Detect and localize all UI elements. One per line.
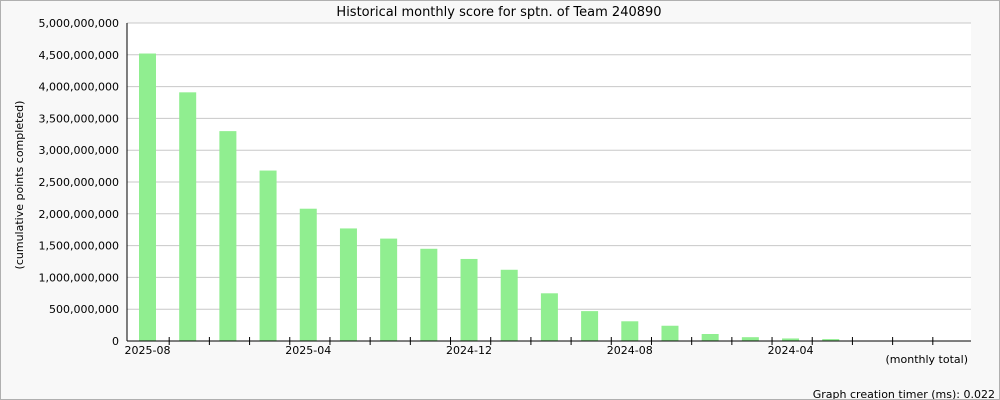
- x-tick-label: 2025-08: [125, 344, 171, 357]
- bar: [460, 258, 478, 341]
- x-tick-labels: 2025-08 2025-04 2024-12 2024-08 2024-04: [125, 344, 814, 357]
- bar: [339, 228, 357, 341]
- bar: [259, 170, 277, 341]
- y-tick-label: 2,000,000,000: [39, 208, 119, 221]
- x-tick-label: 2024-04: [768, 344, 814, 357]
- x-tick-label: 2024-08: [607, 344, 653, 357]
- bars: [139, 53, 840, 341]
- x-axis-label: (monthly total): [886, 353, 969, 366]
- y-tick-label: 3,500,000,000: [39, 112, 119, 125]
- bar: [701, 334, 719, 341]
- bar: [661, 325, 679, 341]
- bar: [219, 131, 237, 341]
- bar: [420, 248, 438, 341]
- bar: [540, 293, 558, 341]
- bar: [782, 338, 800, 341]
- y-tick-label: 5,000,000,000: [39, 17, 119, 30]
- y-axis-label: (cumulative points completed): [13, 101, 26, 270]
- bar: [741, 337, 759, 341]
- y-tick-label: 1,000,000,000: [39, 271, 119, 284]
- bar: [179, 92, 197, 341]
- x-tick-label: 2025-04: [285, 344, 331, 357]
- bar: [822, 339, 840, 341]
- bar: [299, 208, 317, 341]
- bar: [139, 53, 156, 341]
- y-tick-labels: 0 500,000,000 1,000,000,000 1,500,000,000 2,…: [39, 17, 119, 348]
- y-tick-label: 3,000,000,000: [39, 144, 119, 157]
- y-tick-label: 500,000,000: [49, 303, 119, 316]
- y-tick-label: 0: [112, 335, 119, 348]
- y-tick-label: 4,000,000,000: [39, 81, 119, 94]
- graph-timer-text: Graph creation timer (ms): 0.022: [813, 388, 995, 399]
- axes: [126, 23, 971, 345]
- chart-title: Historical monthly score for sptn. of Te…: [336, 5, 661, 20]
- y-tick-label: 4,500,000,000: [39, 49, 119, 62]
- y-tick-label: 2,500,000,000: [39, 176, 119, 189]
- bar: [621, 321, 639, 341]
- x-tick-label: 2024-12: [446, 344, 492, 357]
- bar: [581, 311, 599, 341]
- y-tick-label: 1,500,000,000: [39, 240, 119, 253]
- bar: [380, 238, 398, 341]
- bar: [500, 269, 518, 341]
